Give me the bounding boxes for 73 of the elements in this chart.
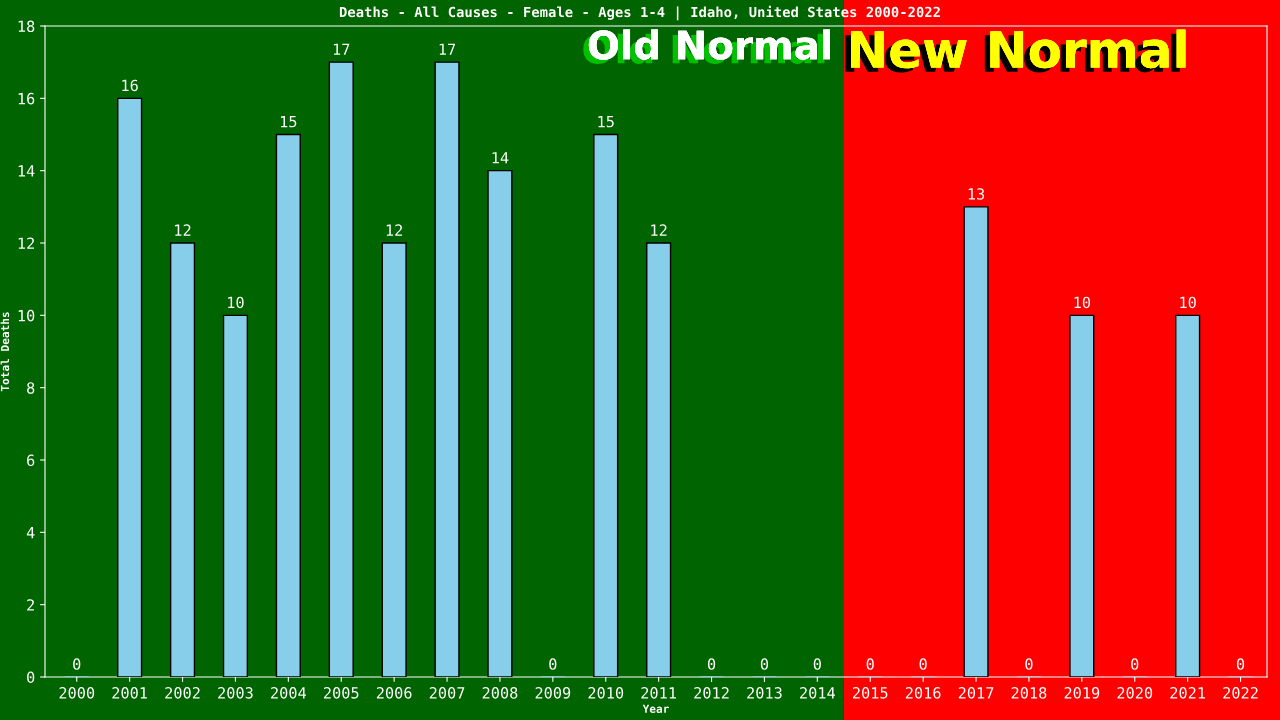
- data-label: 0: [813, 658, 821, 670]
- x-tick-label: 2008: [482, 687, 518, 699]
- x-tick-label: 2015: [852, 687, 888, 699]
- x-tick-label: 2001: [112, 687, 147, 699]
- data-label: 0: [707, 658, 716, 670]
- bar: [222, 314, 249, 677]
- y-tick-label: 12: [18, 237, 34, 249]
- data-label: 0: [73, 658, 81, 670]
- data-label: 10: [1074, 296, 1091, 309]
- x-tick-label: 2005: [323, 687, 359, 699]
- data-label: 0: [1131, 658, 1139, 670]
- data-label: 12: [386, 224, 403, 236]
- x-tick-label: 2006: [376, 687, 412, 699]
- bar: [275, 133, 301, 677]
- x-tick-label: 2019: [1064, 687, 1100, 699]
- bar: [169, 242, 196, 677]
- bar: [487, 169, 513, 677]
- x-tick-label: 2010: [588, 687, 624, 699]
- x-tick-label: 2017: [958, 687, 994, 699]
- data-label: 10: [228, 296, 244, 309]
- band-label: Old Normal: [583, 29, 830, 64]
- x-tick-label: 2014: [800, 687, 836, 699]
- data-label: 17: [333, 43, 350, 55]
- data-label: 13: [968, 188, 985, 200]
- y-tick-label: 10: [18, 309, 35, 322]
- data-label: 10: [1180, 296, 1196, 309]
- bar: [328, 61, 354, 677]
- y-tick-label: 14: [18, 165, 35, 177]
- bar: [646, 242, 672, 677]
- y-axis-title: Total Deaths: [0, 312, 10, 392]
- bar: [1069, 314, 1095, 677]
- x-tick-label: 2004: [271, 687, 307, 699]
- data-label: 16: [122, 79, 138, 92]
- data-label: 0: [919, 658, 927, 670]
- y-tick-label: 18: [18, 20, 35, 33]
- bar: [1175, 314, 1201, 677]
- bar: [434, 61, 460, 677]
- band-label: New Normal: [845, 29, 1186, 73]
- y-tick-label: 8: [27, 382, 35, 394]
- x-tick-label: 2020: [1117, 687, 1153, 699]
- bar: [593, 133, 619, 677]
- bar: [963, 206, 989, 677]
- x-tick-label: 2007: [429, 687, 465, 699]
- data-label: 15: [280, 116, 297, 128]
- x-tick-label: 2012: [694, 687, 729, 699]
- data-label: 0: [1025, 658, 1033, 670]
- y-tick-label: 0: [27, 671, 35, 684]
- x-tick-label: 2003: [218, 687, 253, 699]
- data-label: 12: [651, 224, 667, 236]
- y-tick-label: 6: [27, 454, 35, 467]
- data-label: 0: [1236, 658, 1245, 670]
- x-tick-label: 2000: [59, 687, 95, 699]
- x-tick-label: 2021: [1170, 687, 1206, 699]
- data-label: 0: [866, 658, 874, 670]
- x-tick-label: 2002: [165, 687, 200, 699]
- data-label: 15: [598, 116, 614, 128]
- x-axis-title: Year: [642, 704, 669, 713]
- data-label: 12: [175, 224, 191, 236]
- x-tick-label: 2011: [641, 687, 677, 699]
- y-tick-label: 4: [26, 527, 35, 539]
- y-tick-label: 2: [27, 599, 34, 611]
- x-tick-label: 2022: [1223, 687, 1258, 699]
- data-label: 0: [760, 658, 769, 670]
- data-label: 0: [549, 658, 557, 670]
- x-tick-label: 2013: [747, 687, 782, 699]
- x-tick-label: 2018: [1011, 687, 1047, 699]
- data-label: 14: [492, 152, 509, 164]
- y-tick-label: 16: [18, 92, 35, 105]
- bar: [381, 242, 407, 677]
- x-tick-label: 2009: [535, 687, 571, 699]
- bar: [117, 97, 143, 677]
- data-label: 17: [439, 43, 456, 55]
- x-tick-label: 2016: [905, 687, 941, 699]
